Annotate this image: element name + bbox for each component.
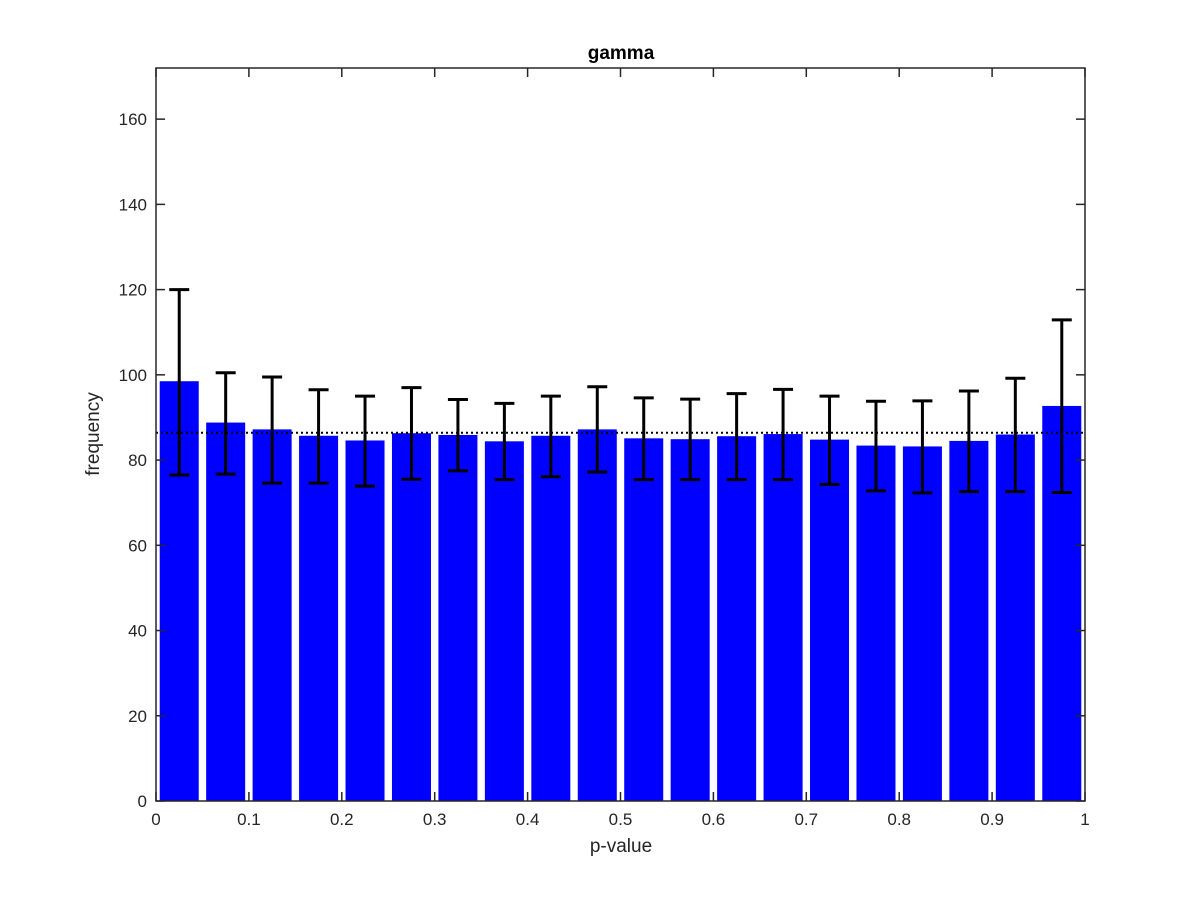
- error-bar-4: [308, 388, 329, 485]
- y-tick-label: 100: [119, 366, 147, 385]
- error-bar-20: [1051, 318, 1072, 494]
- bar-14: [763, 434, 803, 801]
- error-bar-3: [262, 375, 283, 485]
- bar-15: [810, 439, 850, 801]
- x-tick-label: 0.1: [237, 810, 261, 829]
- bar-4: [299, 435, 339, 801]
- bar-7: [438, 434, 478, 801]
- bar-12: [670, 439, 710, 801]
- x-tick-label: 0.3: [423, 810, 447, 829]
- y-tick-label: 20: [128, 707, 147, 726]
- y-tick-label: 0: [138, 792, 147, 811]
- bar-5: [345, 440, 385, 801]
- x-tick-label: 0.6: [702, 810, 726, 829]
- bar-18: [949, 440, 989, 801]
- x-tick-label: 0.7: [794, 810, 818, 829]
- error-bar-12: [680, 397, 701, 482]
- error-bar-15: [819, 394, 840, 486]
- error-bar-10: [587, 385, 608, 474]
- error-bar-17: [912, 399, 933, 495]
- x-tick-label: 0.2: [330, 810, 354, 829]
- y-tick-label: 120: [119, 281, 147, 300]
- bar-6: [391, 433, 431, 801]
- error-bar-18: [958, 389, 979, 494]
- y-axis-label: frequency: [83, 392, 104, 476]
- bars-layer: [159, 381, 1082, 801]
- x-tick-label: 0.8: [887, 810, 911, 829]
- x-tick-label: 0: [151, 810, 160, 829]
- error-bar-14: [773, 387, 794, 482]
- error-bar-8: [494, 401, 515, 482]
- y-tick-label: 40: [128, 622, 147, 641]
- bar-9: [531, 435, 571, 801]
- x-axis-label: p-value: [590, 836, 652, 857]
- x-tick-label: 1: [1080, 810, 1089, 829]
- x-tick-label: 0.4: [516, 810, 540, 829]
- error-bar-2: [215, 371, 236, 476]
- error-bar-19: [1005, 376, 1026, 494]
- y-tick-label: 160: [119, 110, 147, 129]
- x-tick-label: 0.9: [980, 810, 1004, 829]
- error-bar-16: [865, 399, 886, 493]
- bar-16: [856, 445, 896, 801]
- errorbars-layer: [169, 288, 1072, 495]
- bar-10: [577, 429, 617, 801]
- error-bar-1: [169, 288, 190, 477]
- x-tick-label: 0.5: [609, 810, 633, 829]
- error-bar-7: [447, 398, 468, 473]
- error-bar-5: [355, 394, 376, 488]
- bar-11: [624, 438, 664, 801]
- chart-title: gamma: [588, 43, 655, 64]
- y-tick-label: 140: [119, 195, 147, 214]
- error-bar-11: [633, 396, 654, 482]
- ticks-layer: 0 0.1 0.2 0.3 0.4 0.5 0.6 0.7 0.8 0.9 1 0 20 40 60 80 10…: [119, 68, 1090, 829]
- error-bar-9: [540, 394, 561, 479]
- bar-3: [252, 429, 292, 801]
- bar-17: [902, 446, 942, 801]
- error-bar-13: [726, 392, 747, 482]
- bar-13: [717, 436, 757, 801]
- bar-8: [484, 441, 524, 801]
- bar-19: [995, 434, 1035, 801]
- bar-2: [206, 422, 246, 801]
- y-tick-label: 80: [128, 451, 147, 470]
- y-tick-label: 60: [128, 536, 147, 555]
